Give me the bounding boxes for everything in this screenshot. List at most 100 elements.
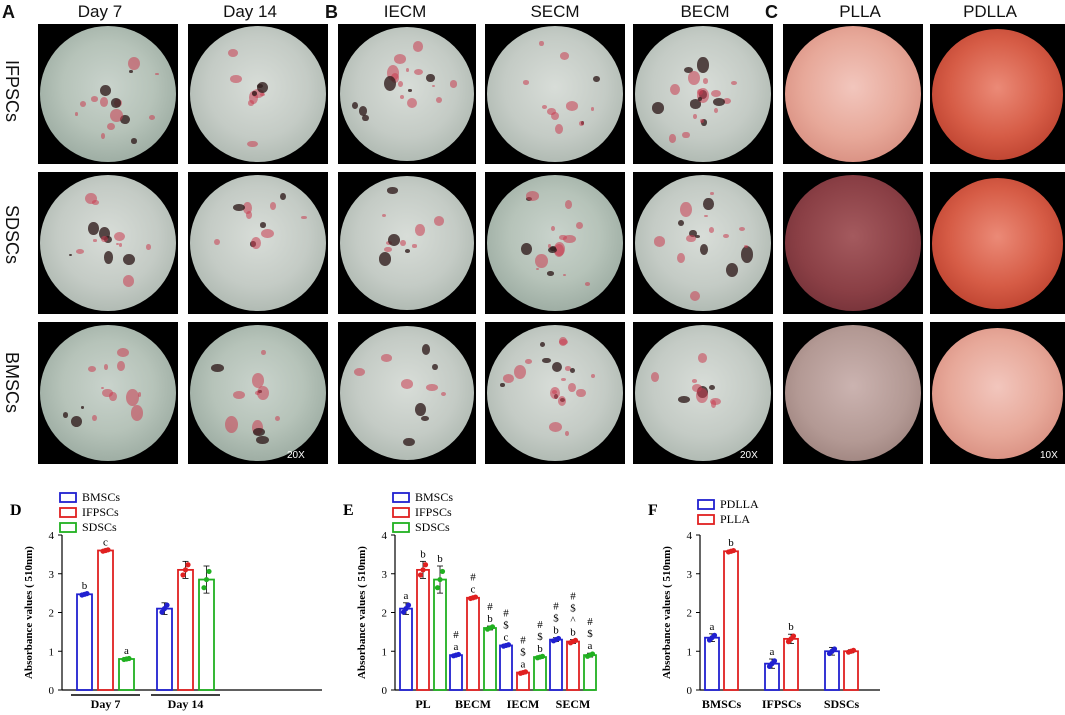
micrograph-bmscs-day14 [188,322,328,464]
data-point [201,585,207,591]
significance-label: b [537,643,543,655]
micrograph-ifpscs-becm [633,24,773,164]
y-tick-label: 4 [49,530,55,542]
data-point [405,602,412,608]
col-label-becm: BECM [680,2,730,21]
col-label-day7: Day 7 [77,2,123,21]
legend-swatch [392,522,410,533]
data-point [164,602,170,608]
y-tick-label: 0 [687,685,693,697]
data-point [522,669,529,675]
col-label-secm: SECM [530,2,580,21]
micrograph-bmscs-iecm [338,322,476,464]
panel-letter-a: A [2,2,15,22]
y-tick-label: 4 [687,530,693,542]
x-category-label: SECM [556,697,591,711]
bar-bmscs-secm [549,638,563,691]
legend-label: PDLLA [720,497,759,511]
significance-label: # [453,629,459,641]
mag-label-c: 10X [1040,450,1058,461]
data-point [422,562,429,568]
significance-label: # [520,634,526,646]
significance-label: b [82,580,88,592]
significance-label: a [770,646,775,658]
data-point [84,590,90,597]
y-tick-label: 1 [687,646,693,658]
micrograph-bmscs-plla [783,322,923,464]
significance-label: b [728,537,734,549]
significance-label: b [788,621,794,633]
panel-letter-c: C [765,2,778,22]
significance-label: b [420,548,426,560]
y-tick-label: 0 [49,685,55,697]
micrograph-bmscs-day7 [38,322,178,464]
data-point [790,633,797,639]
y-axis-label: Absorbance values ( 510nm) [356,546,368,679]
legend-label: IFPSCs [415,505,452,519]
significance-label: c [471,584,476,596]
bar-bmscs-day7 [76,593,93,691]
bar-sdscs-day14 [198,578,215,691]
bar-bmscs-iecm [499,644,513,691]
significance-label: # [570,591,576,603]
micrograph-ifpscs-secm [485,24,625,164]
data-point [206,568,212,575]
significance-label: $ [570,603,576,615]
x-category-label: BMSCs [702,697,742,711]
significance-label: # [487,601,493,613]
y-tick-label: 1 [49,646,55,658]
bar-sdscs-becm [483,627,497,691]
chart-letter-e: E [343,502,354,519]
significance-label: b [553,625,559,637]
legend-swatch [59,507,77,518]
bar-sdscs-day7 [118,658,135,691]
col-label-pdlla: PDLLA [963,2,1017,21]
micrograph-sdscs-day7 [38,172,178,314]
data-point [455,651,462,658]
significance-label: a [710,621,715,633]
micrograph-bmscs-secm [485,322,625,464]
micrograph-sdscs-iecm [338,172,476,314]
significance-label: a [404,590,409,602]
significance-label: a [521,658,526,670]
data-point [180,572,186,578]
micrograph-sdscs-plla [783,172,923,314]
bar-sdscs-pl [433,578,447,691]
bar-ifpscs-pl [416,568,430,691]
y-axis-label: Absorbance values ( 510nm) [23,546,35,679]
significance-label: $ [537,631,543,643]
significance-label: $ [503,619,509,631]
legend-label: SDSCs [415,520,450,534]
col-label-day14: Day 14 [223,2,277,21]
x-category-label: BECM [455,697,491,711]
legend-swatch [59,522,77,533]
significance-label: # [553,601,559,613]
legend-label: PLLA [720,512,750,526]
y-tick-label: 0 [382,685,388,697]
data-point [105,547,111,553]
y-tick-label: 2 [382,608,388,620]
significance-label: a [588,640,593,652]
data-point [711,632,718,638]
micrograph-sdscs-day14 [188,172,328,314]
y-tick-label: 2 [687,608,693,620]
significance-label: # [470,572,476,584]
micrograph-ifpscs-day7 [38,24,178,164]
legend-label: IFPSCs [82,505,119,519]
data-point [831,646,838,652]
col-label-iecm: IECM [383,2,427,21]
chart-f: F 0 1 2 3 4 Absorbance values ( 510nm) a b BMSCs a… [648,497,880,711]
mag-label-a: 20X [287,450,305,461]
data-point [434,585,441,591]
legend-swatch [697,499,715,510]
bar-ifpscs-day7 [97,549,114,691]
bar-plla-bmscs [723,550,739,691]
micrograph-ifpscs-pdlla [930,24,1065,164]
data-point [771,658,778,664]
chart-letter-f: F [648,502,658,519]
micrograph-bmscs-becm [633,322,773,464]
row-label-sdscs: SDSCs [2,205,22,265]
data-point [185,562,191,568]
